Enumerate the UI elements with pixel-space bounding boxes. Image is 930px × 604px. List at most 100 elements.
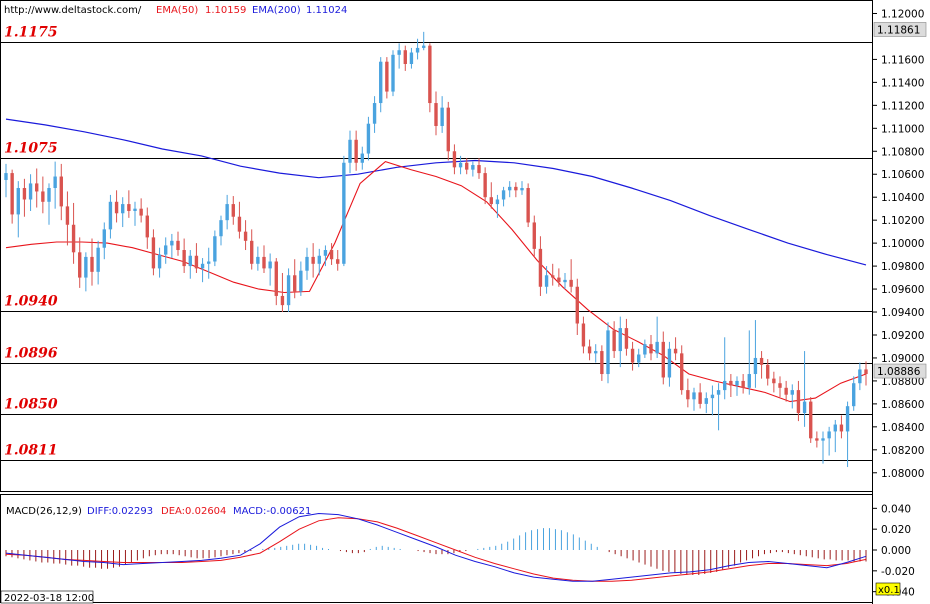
candle-body	[47, 188, 51, 202]
candle	[563, 272, 567, 290]
candle	[446, 101, 450, 161]
candle-body	[213, 236, 217, 262]
candle	[286, 268, 291, 313]
candle	[551, 263, 555, 286]
candle	[710, 385, 715, 416]
candle	[637, 348, 641, 368]
candle-body	[845, 406, 850, 432]
candle-body	[741, 380, 745, 388]
candle	[569, 259, 573, 293]
candle-body	[78, 252, 82, 278]
candle-body	[587, 346, 592, 354]
candle	[723, 337, 727, 400]
candle-body	[379, 61, 383, 104]
candle	[354, 130, 358, 171]
candle	[864, 361, 868, 386]
candle	[207, 247, 211, 279]
candle	[753, 320, 758, 388]
zoom-box[interactable]	[875, 582, 901, 596]
candle-body	[643, 344, 647, 355]
candle-body	[182, 250, 186, 267]
candle	[262, 245, 266, 273]
candle-body	[569, 279, 573, 287]
candle-body	[207, 261, 211, 264]
candle-body	[157, 254, 162, 269]
price-tick-label: 1.08400	[881, 422, 924, 434]
candle-body	[84, 256, 88, 278]
candle-body	[243, 231, 248, 241]
candle-body	[114, 201, 119, 214]
price-tick-label: 1.11600	[881, 54, 924, 66]
candle	[237, 201, 242, 239]
candle	[704, 392, 708, 414]
candle	[852, 376, 856, 411]
candle	[170, 233, 174, 259]
candle-body	[624, 328, 629, 349]
candle	[293, 259, 297, 299]
macd-tick-label: 0.040	[881, 503, 911, 515]
candle-body	[827, 431, 831, 439]
candle	[280, 272, 285, 313]
candle	[729, 374, 733, 397]
zoom-level[interactable]: x0.1	[878, 585, 900, 596]
candle-body	[108, 201, 113, 230]
candle	[661, 331, 665, 385]
candle-body	[600, 351, 604, 375]
candle-body	[716, 390, 721, 395]
candle-body	[446, 107, 450, 152]
candle-body	[90, 256, 94, 272]
macd-dea-line	[5, 517, 867, 582]
candle-body	[200, 263, 205, 269]
candle-body	[649, 344, 653, 354]
candle-body	[612, 330, 616, 352]
candle-body	[311, 256, 315, 264]
candle-body	[336, 259, 340, 264]
candle	[59, 163, 63, 221]
candle-body	[661, 341, 665, 378]
candle-body	[305, 256, 309, 271]
candle	[680, 345, 684, 395]
candle	[575, 278, 579, 335]
site-url[interactable]: http://www.deltastock.com/	[4, 5, 142, 16]
candle-body	[723, 380, 727, 391]
candle-body	[563, 279, 567, 283]
candle-body	[606, 330, 610, 375]
candle-body	[397, 50, 401, 55]
candle	[790, 384, 794, 409]
candle-body	[121, 204, 125, 214]
candle-body	[366, 123, 371, 154]
level-label: 1.1075	[4, 141, 58, 157]
ema200-label: EMA(200)	[252, 5, 301, 16]
candle-body	[256, 256, 260, 264]
candle-body	[594, 351, 598, 354]
candle	[274, 258, 278, 306]
candle-body	[852, 383, 856, 407]
macd-tick-label: -0.020	[881, 566, 915, 578]
candle	[508, 181, 512, 198]
price-tick-label: 1.10400	[881, 192, 924, 204]
candle	[71, 202, 76, 264]
candle	[366, 116, 371, 161]
candle-body	[544, 275, 549, 287]
candle-body	[237, 216, 242, 232]
candle	[741, 374, 745, 394]
candle-body	[194, 255, 199, 269]
candle	[692, 387, 696, 411]
candle-body	[28, 183, 33, 200]
price-tick-label: 1.08000	[881, 468, 924, 480]
candle-body	[231, 204, 235, 217]
macd-tick-label: 0.020	[881, 524, 911, 536]
candle	[643, 339, 647, 358]
candle-body	[422, 45, 426, 48]
candle-body	[655, 341, 659, 354]
candle-body	[293, 275, 297, 292]
candle-body	[188, 255, 192, 267]
candle-body	[747, 374, 751, 388]
current-price-box	[873, 363, 927, 379]
date-readout-box	[0, 590, 94, 604]
candle	[544, 266, 549, 294]
candle	[526, 183, 530, 228]
candle	[372, 96, 377, 133]
candle-body	[790, 390, 794, 395]
